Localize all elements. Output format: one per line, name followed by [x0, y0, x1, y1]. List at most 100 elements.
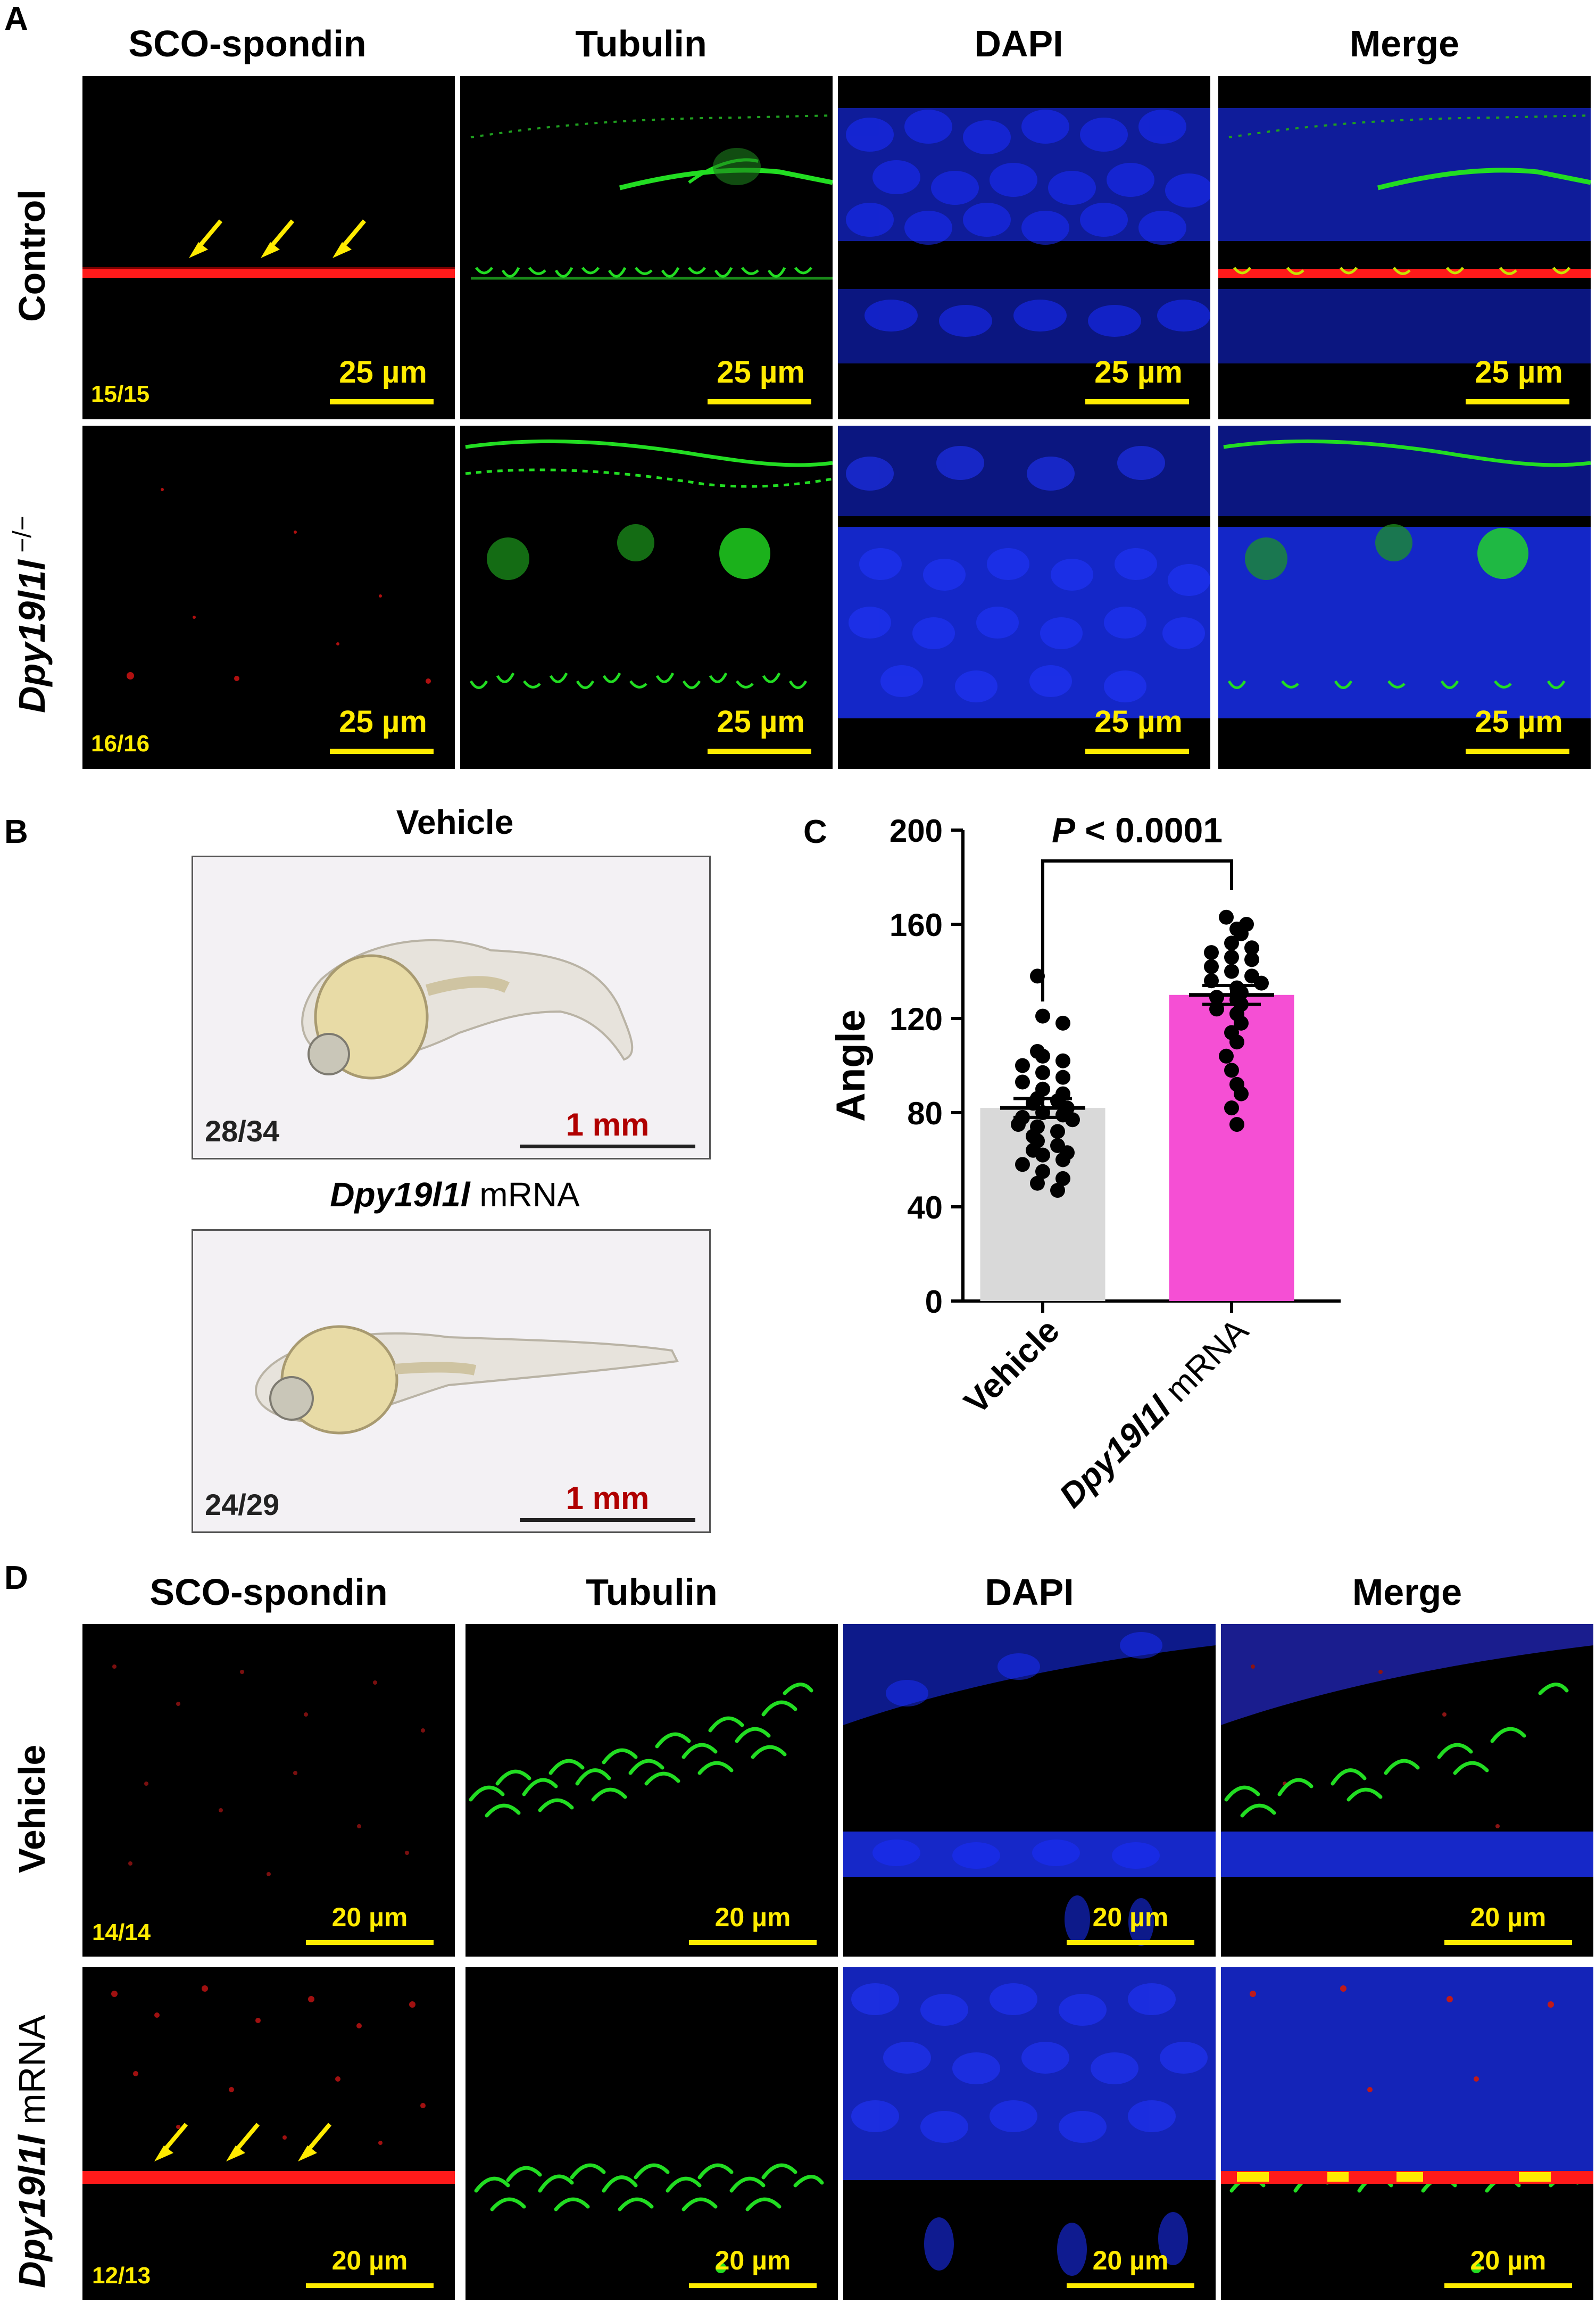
panel-d-letter: D: [4, 1560, 28, 1596]
data-point: [1234, 926, 1249, 941]
scale-bar-label: 25 µm: [1094, 355, 1183, 390]
scale-bar-label: 25 µm: [339, 705, 427, 739]
panel-b-letter: B: [4, 814, 28, 850]
embryo-count: 12/13: [92, 2263, 151, 2289]
scale-bar-label: 25 µm: [1094, 705, 1183, 739]
p-value-label: P < 0.0001: [1052, 810, 1223, 850]
scale-bar-label: 25 µm: [1475, 705, 1563, 739]
brightfield-mrna-image: 24/29 1 mm: [192, 1229, 711, 1533]
micrograph-d-mrna-sco: 12/13 20 µm: [82, 1967, 455, 2300]
micrograph-a-control-merge: 25 µm: [1218, 76, 1591, 419]
panel-a-column-header-sco: SCO-spondin: [128, 23, 367, 64]
data-point: [1035, 1164, 1050, 1179]
significance-bracket: [1041, 859, 1233, 1002]
panel-a-column-header-dapi: DAPI: [974, 23, 1063, 64]
scale-bar-label: 25 µm: [717, 705, 805, 739]
panel-d-column-header-merge: Merge: [1352, 1571, 1462, 1613]
data-point: [1011, 1117, 1026, 1132]
scale-bar: [1444, 2283, 1572, 2288]
data-point: [1015, 1074, 1030, 1090]
data-point: [1055, 1171, 1070, 1186]
scale-bar: [306, 1940, 434, 1945]
scale-bar-label: 20 µm: [1092, 2246, 1169, 2275]
data-point: [1015, 1157, 1030, 1172]
micrograph-d-vehicle-sco: 14/14 20 µm: [82, 1624, 455, 1957]
data-point: [1035, 1048, 1050, 1064]
scale-bar: [330, 749, 434, 754]
panel-a-column-header-tubulin: Tubulin: [575, 23, 707, 64]
data-point: [1244, 940, 1259, 956]
micrograph-a-control-dapi: 25 µm: [838, 76, 1210, 419]
data-point: [1224, 1100, 1239, 1116]
panel-c-letter: C: [803, 814, 827, 850]
x-tick-label: Vehicle: [957, 1311, 1067, 1421]
data-point: [1204, 959, 1219, 974]
panel-b-top-label: Vehicle: [396, 803, 514, 841]
scale-bar: [689, 2283, 817, 2288]
data-point: [1234, 1086, 1249, 1101]
scale-bar: [1466, 399, 1569, 404]
micrograph-d-mrna-tubulin: 20 µm: [466, 1967, 838, 2300]
scale-bar-label: 20 µm: [1092, 1902, 1169, 1932]
data-point: [1229, 1034, 1244, 1050]
x-tick-label: Dpy19l1l mRNA: [1052, 1311, 1256, 1515]
panel-d-column-header-sco: SCO-spondin: [149, 1571, 388, 1613]
scale-bar: [520, 1518, 695, 1522]
scale-bar: [1444, 1940, 1572, 1945]
panel-d-row-label-mrna: Dpy19l1l mRNA: [11, 2015, 53, 2289]
micrograph-d-vehicle-dapi: 20 µm: [843, 1624, 1216, 1957]
data-point: [1244, 952, 1259, 967]
scale-bar-label: 20 µm: [1470, 1902, 1547, 1932]
scale-bar-label: 25 µm: [717, 355, 805, 390]
scale-bar: [1085, 749, 1189, 754]
data-point: [1055, 1070, 1070, 1085]
panel-a-row-label-mutant: Dpy19l1l −/−: [9, 516, 53, 713]
data-point: [1224, 949, 1239, 965]
scale-bar: [708, 749, 811, 754]
data-point: [1035, 1065, 1050, 1080]
scale-bar: [520, 1145, 695, 1148]
y-tick-label: 0: [925, 1284, 943, 1320]
scale-bar-label: 25 µm: [339, 355, 427, 390]
y-tick-label: 120: [890, 1001, 943, 1037]
data-point: [1055, 1053, 1070, 1068]
scale-bar-label: 20 µm: [331, 1902, 408, 1932]
panel-d-row-label-vehicle: Vehicle: [11, 1744, 53, 1873]
brightfield-vehicle-image: 28/34 1 mm: [192, 856, 711, 1159]
scale-bar: [1466, 749, 1569, 754]
scale-bar: [330, 399, 434, 404]
data-point: [1224, 935, 1239, 951]
data-point: [1030, 1175, 1045, 1191]
scale-bar: [1067, 2283, 1194, 2288]
embryo-count: 15/15: [91, 381, 150, 407]
scale-bar-label: 25 µm: [1475, 355, 1563, 390]
panel-a-letter: A: [4, 1, 28, 37]
micrograph-a-control-tubulin: 25 µm: [460, 76, 833, 419]
data-point: [1224, 1063, 1239, 1078]
y-tick-label: 40: [907, 1190, 943, 1225]
scale-bar-label: 20 µm: [331, 2246, 408, 2275]
data-point: [1234, 1015, 1249, 1031]
scale-bar-label: 20 µm: [714, 2246, 791, 2275]
panel-a-row-label-control: Control: [11, 189, 53, 322]
data-point: [1050, 1124, 1065, 1139]
panel-b-bottom-label: Dpy19l1l mRNA: [330, 1175, 580, 1214]
y-tick-label: 160: [890, 907, 943, 943]
scale-bar-label: 20 µm: [1470, 2246, 1547, 2275]
panel-d-column-header-tubulin: Tubulin: [586, 1571, 718, 1613]
data-point: [1035, 1147, 1050, 1163]
micrograph-d-vehicle-tubulin: 20 µm: [466, 1624, 838, 1957]
data-point: [1204, 945, 1219, 960]
scale-bar: [1085, 399, 1189, 404]
data-point: [1224, 964, 1239, 979]
data-point: [1015, 1058, 1030, 1073]
data-point: [1065, 1112, 1080, 1128]
micrograph-a-control-sco: 15/15 25 µm: [82, 76, 455, 419]
micrograph-a-mutant-tubulin: 25 µm: [460, 426, 833, 769]
arrow-icon: [154, 2123, 332, 2161]
micrograph-a-mutant-sco: 16/16 25 µm: [82, 426, 455, 769]
data-point: [1055, 1152, 1070, 1167]
data-point: [1254, 975, 1269, 991]
micrograph-d-vehicle-merge: 20 µm: [1221, 1624, 1593, 1957]
